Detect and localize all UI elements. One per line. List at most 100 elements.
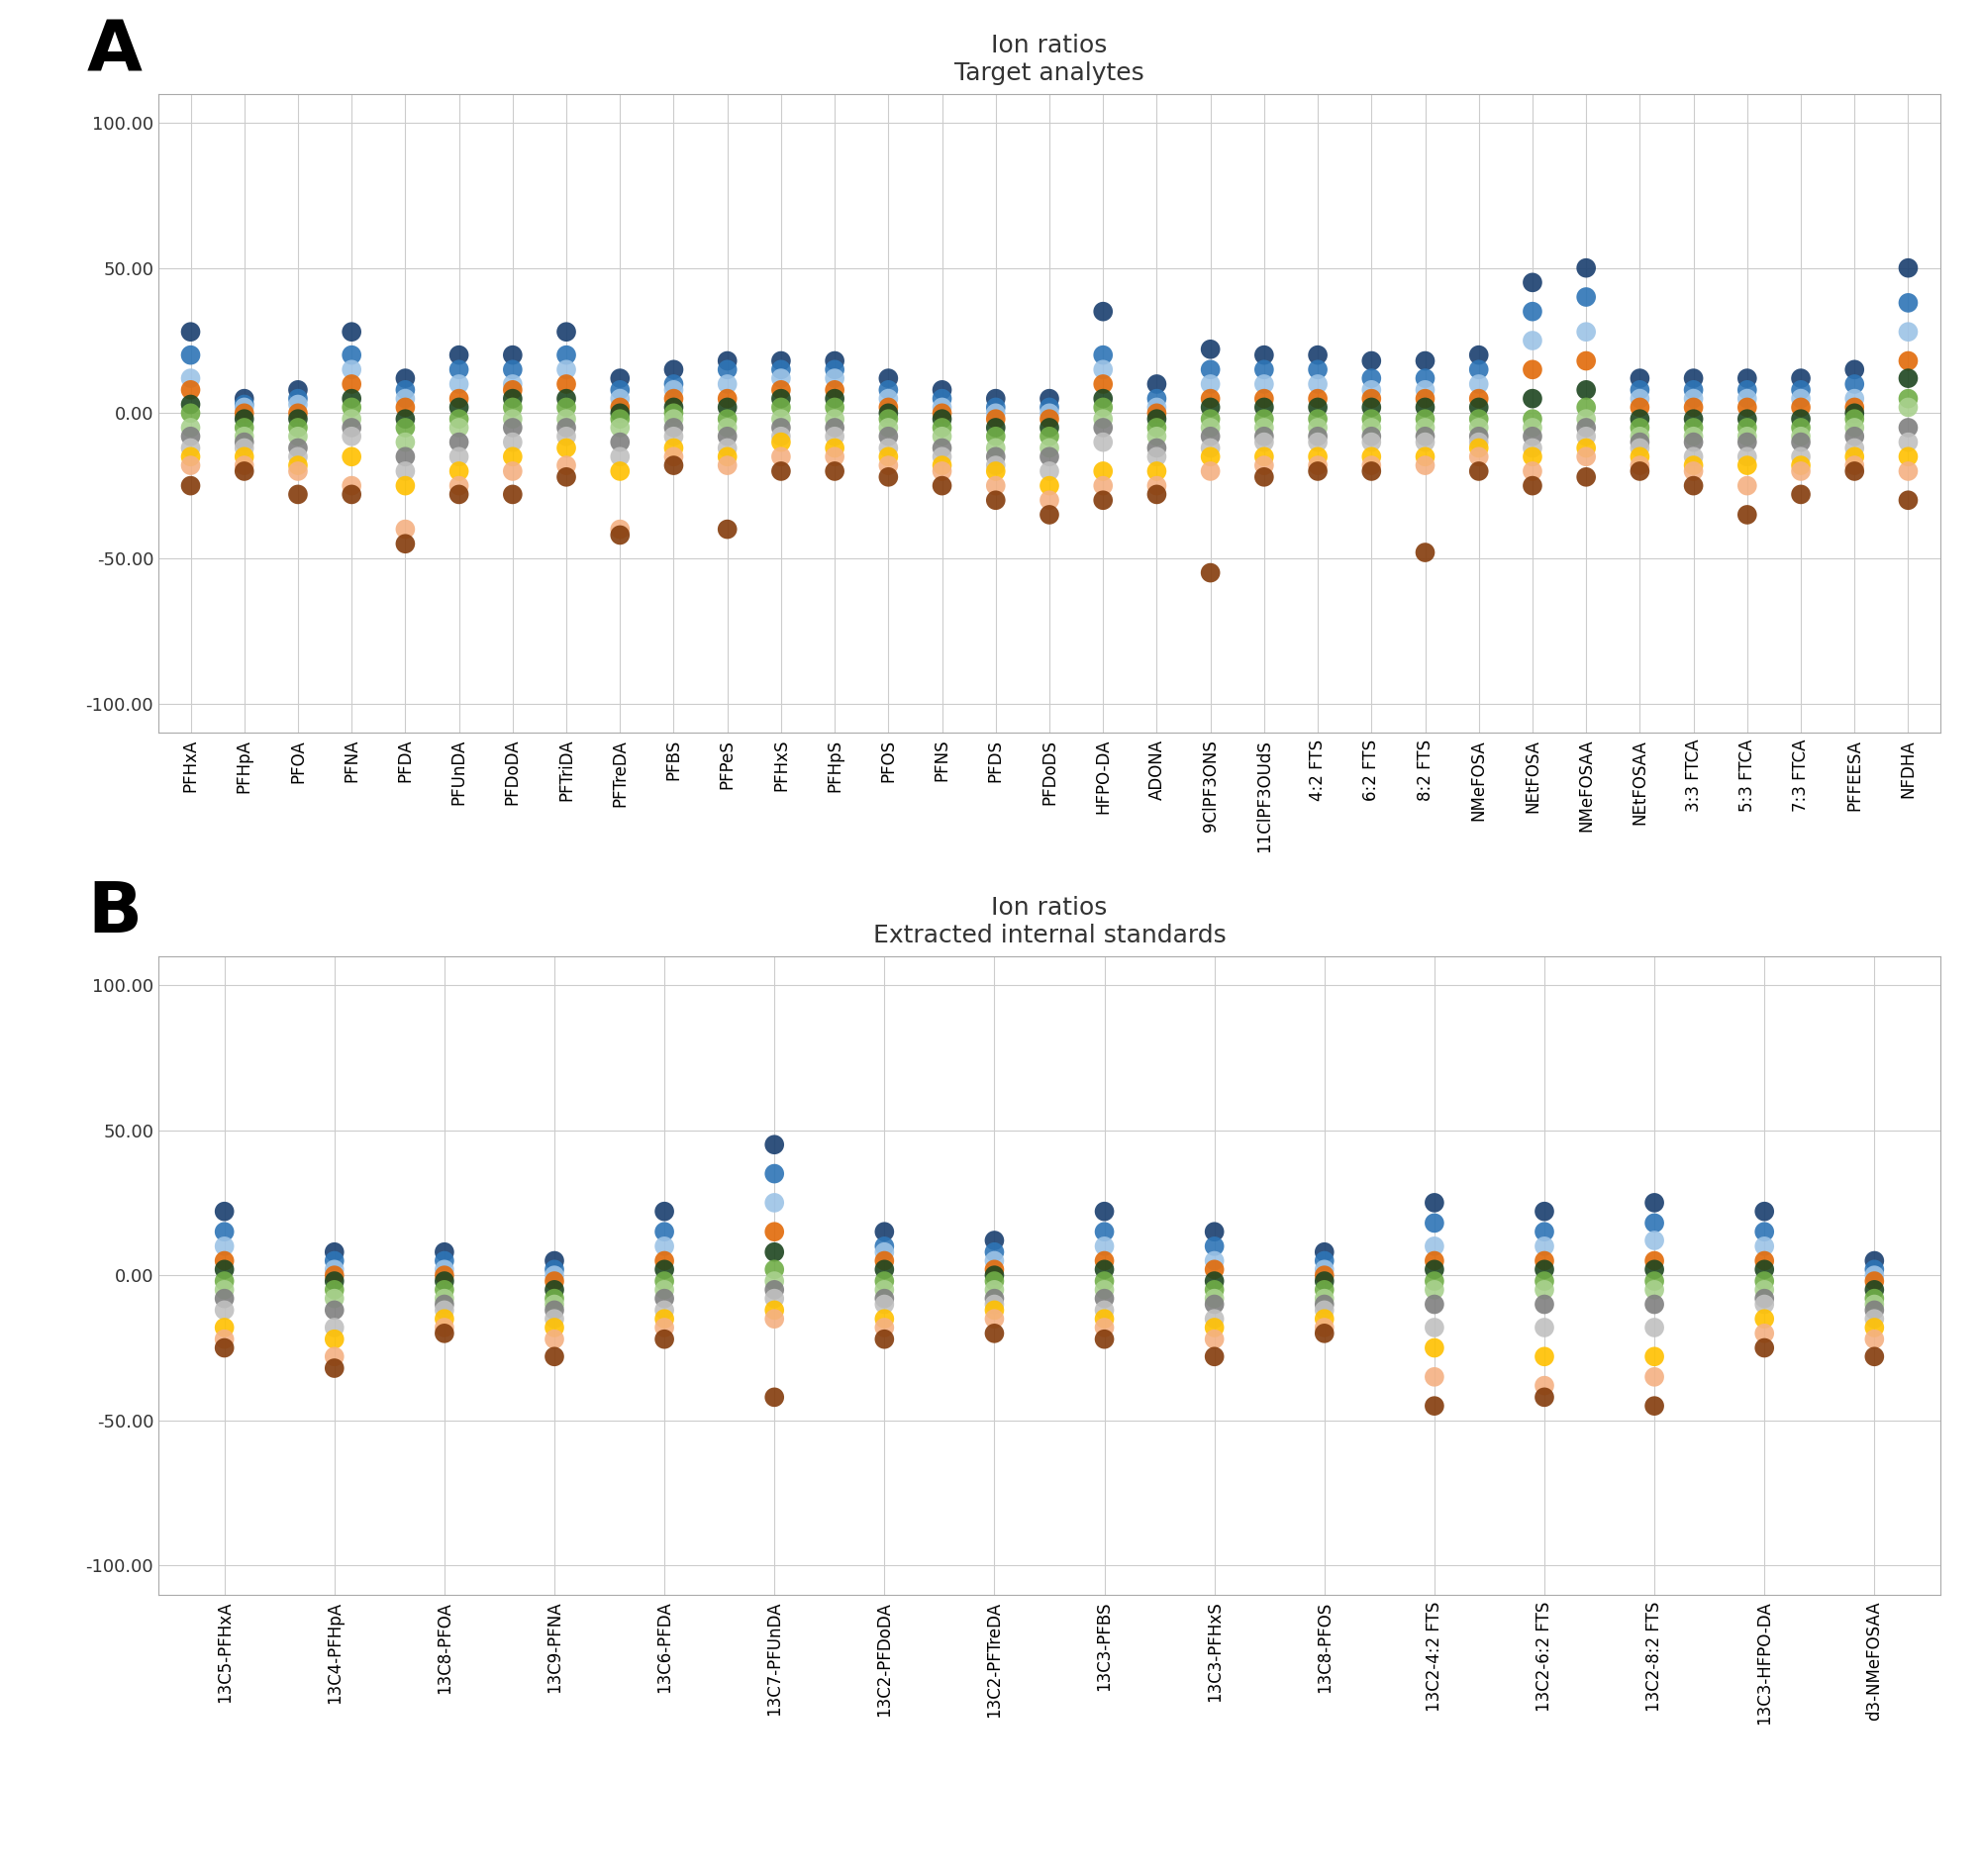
Point [1624, 364, 1655, 394]
Point [869, 1218, 901, 1248]
Point [1087, 456, 1119, 486]
Point [1624, 375, 1655, 405]
Point [820, 375, 851, 405]
Point [764, 383, 796, 413]
Point [539, 1289, 570, 1319]
Point [711, 450, 742, 480]
Point [1247, 340, 1279, 370]
Point [337, 317, 368, 347]
Point [1309, 1319, 1340, 1349]
Point [1303, 392, 1335, 422]
Point [1089, 1283, 1121, 1313]
Point [1089, 1255, 1121, 1285]
Point [711, 422, 742, 452]
Point [869, 1255, 901, 1285]
Point [649, 1313, 681, 1343]
Point [1624, 456, 1655, 486]
Point [1570, 281, 1602, 311]
Point [337, 392, 368, 422]
Point [1198, 1313, 1230, 1343]
Point [1140, 441, 1172, 471]
Point [873, 422, 905, 452]
Point [649, 1324, 681, 1354]
Point [978, 1289, 1010, 1319]
Point [390, 392, 422, 422]
Point [497, 456, 529, 486]
Point [1639, 1289, 1671, 1319]
Point [978, 1225, 1010, 1255]
Point [1303, 355, 1335, 385]
Point [1624, 383, 1655, 413]
Point [208, 1255, 240, 1285]
Point [1517, 471, 1548, 501]
Point [1570, 441, 1602, 471]
Point [1859, 1304, 1891, 1334]
Point [1859, 1283, 1891, 1313]
Point [1198, 1255, 1230, 1285]
Point [604, 398, 636, 428]
Point [711, 383, 742, 413]
Point [1140, 422, 1172, 452]
Point [1570, 413, 1602, 443]
Point [1839, 392, 1871, 422]
Point [319, 1341, 350, 1371]
Point [927, 433, 958, 463]
Point [1034, 413, 1065, 443]
Point [1410, 450, 1441, 480]
Point [1198, 1276, 1230, 1306]
Point [497, 441, 529, 471]
Point [1356, 383, 1388, 413]
Point [1677, 403, 1709, 433]
Point [927, 403, 958, 433]
Point [1786, 456, 1818, 486]
Point [228, 398, 259, 428]
Point [1356, 441, 1388, 471]
Point [1140, 392, 1172, 422]
Point [1731, 403, 1762, 433]
Point [1418, 1208, 1449, 1238]
Point [1247, 461, 1279, 492]
Point [281, 413, 313, 443]
Point [1418, 1255, 1449, 1285]
Point [1140, 480, 1172, 510]
Point [444, 413, 475, 443]
Point [758, 1283, 790, 1313]
Point [1677, 383, 1709, 413]
Point [1748, 1231, 1780, 1261]
Point [174, 390, 206, 420]
Point [1529, 1266, 1560, 1296]
Point [1418, 1289, 1449, 1319]
Point [758, 1159, 790, 1189]
Point [281, 398, 313, 428]
Point [1194, 355, 1226, 385]
Point [711, 403, 742, 433]
Point [657, 398, 689, 428]
Point [711, 514, 742, 544]
Point [281, 375, 313, 405]
Point [208, 1231, 240, 1261]
Point [873, 450, 905, 480]
Point [657, 375, 689, 405]
Point [1198, 1218, 1230, 1248]
Point [208, 1324, 240, 1354]
Point [1309, 1261, 1340, 1291]
Point [1303, 422, 1335, 452]
Point [604, 514, 636, 544]
Point [927, 413, 958, 443]
Point [1639, 1255, 1671, 1285]
Point [1194, 456, 1226, 486]
Point [1859, 1246, 1891, 1276]
Point [1839, 413, 1871, 443]
Point [1748, 1255, 1780, 1285]
Point [1303, 450, 1335, 480]
Point [649, 1255, 681, 1285]
Point [1570, 461, 1602, 492]
Point [1677, 364, 1709, 394]
Point [927, 450, 958, 480]
Point [428, 1319, 459, 1349]
Point [1087, 383, 1119, 413]
Point [1839, 383, 1871, 413]
Title: Ion ratios
Extracted internal standards: Ion ratios Extracted internal standards [873, 897, 1226, 947]
Point [1194, 413, 1226, 443]
Point [1748, 1218, 1780, 1248]
